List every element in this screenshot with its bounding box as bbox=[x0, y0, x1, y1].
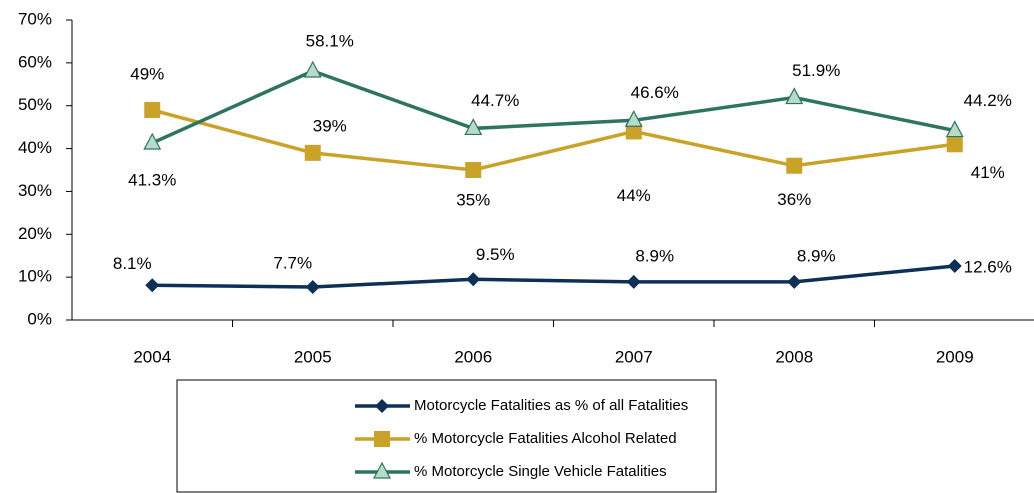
legend-label: % Motorcycle Fatalities Alcohol Related bbox=[414, 430, 677, 447]
data-label: 46.6% bbox=[631, 83, 679, 102]
marker bbox=[946, 136, 963, 153]
y-tick-label: 60% bbox=[18, 52, 52, 71]
data-label: 8.9% bbox=[635, 246, 674, 265]
marker bbox=[785, 87, 804, 105]
x-tick-label: 2005 bbox=[294, 347, 332, 366]
marker bbox=[303, 60, 322, 78]
marker bbox=[304, 144, 321, 161]
data-label: 8.1% bbox=[113, 254, 152, 273]
marker bbox=[466, 272, 481, 287]
marker bbox=[625, 123, 642, 140]
legend-label: % Motorcycle Single Vehicle Fatalities bbox=[414, 463, 667, 480]
data-label: 58.1% bbox=[306, 31, 354, 50]
marker bbox=[305, 280, 320, 294]
legend-marker bbox=[373, 461, 391, 479]
x-tick-label: 2009 bbox=[936, 347, 974, 366]
marker bbox=[626, 274, 641, 289]
data-label: 44.7% bbox=[471, 91, 519, 110]
y-tick-label: 50% bbox=[18, 95, 52, 114]
legend-marker bbox=[375, 399, 389, 413]
x-tick-label: 2006 bbox=[454, 347, 492, 366]
data-label: 44.2% bbox=[964, 91, 1012, 110]
data-label: 44% bbox=[617, 186, 651, 205]
y-tick-label: 30% bbox=[18, 181, 52, 200]
marker bbox=[465, 162, 482, 178]
data-label: 41% bbox=[971, 163, 1005, 182]
data-label: 8.9% bbox=[797, 246, 836, 265]
data-label: 12.6% bbox=[964, 257, 1012, 276]
y-tick-label: 20% bbox=[18, 224, 52, 243]
y-tick-label: 70% bbox=[18, 9, 52, 28]
y-tick-label: 40% bbox=[18, 138, 52, 157]
series-line bbox=[151, 69, 956, 145]
data-label: 35% bbox=[456, 190, 490, 209]
series-line bbox=[151, 108, 955, 172]
data-label: 36% bbox=[777, 190, 811, 209]
marker bbox=[624, 110, 643, 127]
data-label: 7.7% bbox=[273, 253, 312, 272]
data-label: 49% bbox=[130, 64, 164, 83]
y-tick-label: 0% bbox=[27, 309, 52, 328]
data-label: 41.3% bbox=[128, 170, 176, 189]
marker bbox=[143, 132, 162, 150]
legend-box bbox=[176, 379, 717, 493]
marker bbox=[145, 278, 160, 293]
marker bbox=[945, 120, 964, 138]
marker bbox=[787, 274, 802, 289]
data-label: 9.5% bbox=[476, 245, 515, 264]
x-tick-label: 2004 bbox=[133, 347, 171, 366]
marker bbox=[464, 118, 483, 136]
marker bbox=[947, 259, 962, 273]
series-line bbox=[152, 264, 955, 289]
y-tick-label: 10% bbox=[18, 267, 52, 286]
x-tick-label: 2008 bbox=[775, 347, 813, 366]
x-tick-label: 2007 bbox=[615, 347, 653, 366]
data-label: 51.9% bbox=[792, 61, 840, 80]
legend-marker bbox=[374, 431, 390, 447]
data-label: 39% bbox=[313, 116, 347, 135]
marker bbox=[144, 102, 161, 118]
marker bbox=[786, 157, 803, 174]
legend-label: Motorcycle Fatalities as % of all Fatali… bbox=[414, 397, 688, 414]
